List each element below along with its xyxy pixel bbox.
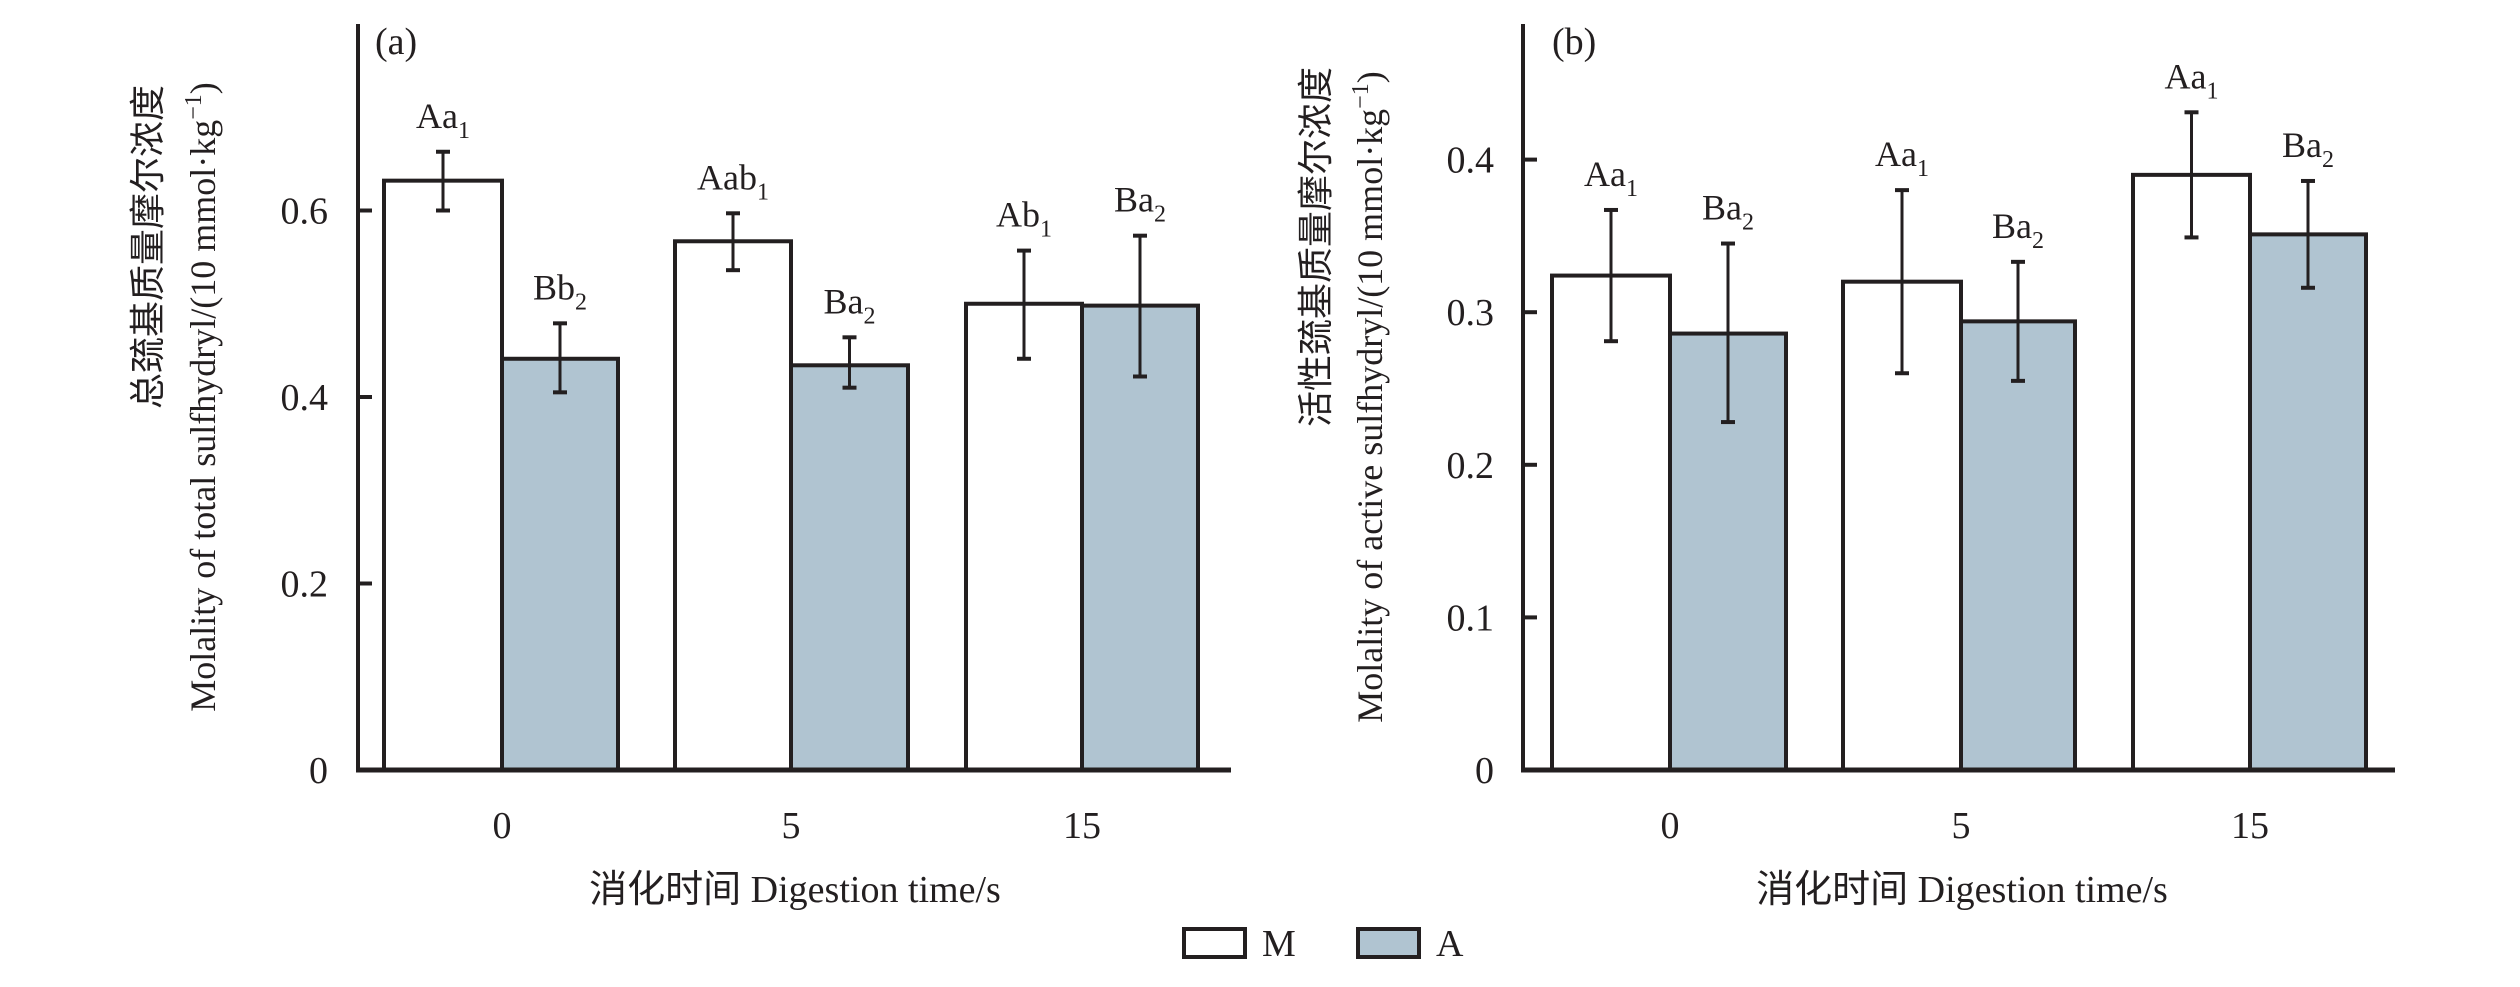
x-tick-label: 15: [1063, 805, 1101, 847]
error-bar: [2301, 178, 2315, 290]
significance-label: Ba2: [1114, 180, 1166, 228]
bar-m-5: [673, 239, 793, 772]
error-bar: [842, 335, 857, 390]
significance-label: Aa1: [2165, 56, 2219, 104]
significance-label: Aa1: [1584, 154, 1638, 202]
y-tick-label: 0.3: [1447, 292, 1495, 334]
error-bar: [1721, 241, 1735, 425]
significance-subscript: 2: [2032, 228, 2044, 254]
x-tick-label: 15: [2231, 805, 2269, 847]
legend-swatch-a: [1356, 927, 1421, 959]
significance-subscript: 1: [1917, 156, 1929, 182]
bar-m-0: [1550, 273, 1672, 772]
y-axis-title-cn: 总巯基质量摩尔浓度: [128, 85, 168, 409]
significance-label: Aa1: [416, 96, 470, 144]
significance-subscript: 1: [458, 118, 470, 144]
legend-label-m: M: [1262, 923, 1296, 965]
error-bar: [726, 211, 740, 273]
significance-label: Bb2: [533, 267, 587, 315]
x-tick-label: 0: [493, 805, 512, 847]
significance-label: Ba2: [2282, 125, 2334, 173]
significance-letters: Ab: [996, 195, 1040, 235]
y-axis-title-en-superscript: −1: [1348, 83, 1374, 109]
significance-letters: Ba: [1114, 180, 1154, 220]
y-axis-title-en-close: ): [1350, 71, 1390, 83]
significance-subscript: 2: [2322, 147, 2334, 173]
significance-label: Ab1: [996, 195, 1052, 243]
bar-a-5: [1959, 319, 2077, 772]
significance-letters: Aa: [416, 96, 458, 136]
y-axis-title-en-main: Molality of active sulfhydryl/(10 mmol·k…: [1350, 109, 1390, 723]
significance-letters: Ba: [2282, 125, 2322, 165]
bar-m-0: [382, 178, 504, 773]
error-bar: [1895, 188, 1909, 376]
y-tick-label: 0: [309, 750, 328, 792]
significance-letters: Aa: [1875, 134, 1917, 174]
panel-label: (b): [1552, 21, 1596, 63]
error-bar: [2011, 259, 2025, 383]
significance-letters: Ba: [1992, 206, 2032, 246]
significance-letters: Aa: [1584, 154, 1626, 194]
y-axis-title-en: Molality of total sulfhydryl/(10 mmol·kg…: [181, 82, 223, 712]
y-tick-label: 0.1: [1447, 597, 1495, 639]
bar-m-15: [2131, 172, 2252, 773]
significance-subscript: 1: [1040, 217, 1052, 243]
significance-letters: Aa: [2165, 56, 2207, 96]
significance-label: Aab1: [697, 157, 769, 205]
y-tick-label: 0.2: [1447, 445, 1495, 487]
x-tick-label: 5: [1952, 805, 1971, 847]
panel-label: (a): [375, 21, 417, 63]
significance-label: Ba2: [1702, 188, 1754, 236]
significance-letters: Ba: [1702, 188, 1742, 228]
x-tick-label: 0: [1661, 805, 1680, 847]
y-axis-title-en: Molality of active sulfhydryl/(10 mmol·k…: [1348, 71, 1390, 722]
x-axis-title: 消化时间 Digestion time/s: [1756, 869, 2168, 911]
y-axis-title-en-superscript: −1: [181, 94, 207, 120]
significance-letters: Bb: [533, 267, 575, 307]
significance-label: Aa1: [1875, 134, 1929, 182]
error-bar: [436, 149, 450, 213]
significance-letters: Aab: [697, 157, 757, 197]
significance-label: Ba2: [824, 281, 876, 329]
x-axis-title: 消化时间 Digestion time/s: [589, 869, 1001, 911]
x-tick-label: 5: [782, 805, 801, 847]
significance-letters: Ba: [824, 281, 864, 321]
significance-subscript: 2: [1154, 202, 1166, 228]
y-axis-title-en-main: Molality of total sulfhydryl/(10 mmol·kg: [183, 120, 223, 712]
significance-subscript: 1: [2206, 78, 2218, 104]
legend-label-a: A: [1436, 923, 1464, 965]
y-tick-label: 0.2: [281, 564, 329, 606]
error-bar: [2184, 110, 2199, 240]
significance-subscript: 2: [864, 303, 876, 329]
error-bar: [1604, 207, 1618, 344]
y-axis-title-cn: 活性巯基质量摩尔浓度: [1296, 67, 1336, 427]
significance-subscript: 1: [1626, 176, 1638, 202]
significance-subscript: 1: [757, 179, 769, 205]
bar-m-15: [964, 301, 1084, 772]
error-bar: [553, 321, 567, 395]
bar-a-15: [2248, 232, 2368, 772]
y-tick-label: 0.6: [281, 191, 329, 233]
y-tick-label: 0: [1475, 750, 1494, 792]
bar-a-0: [500, 356, 620, 772]
y-tick-label: 0.4: [1447, 140, 1495, 182]
significance-label: Ba2: [1992, 206, 2044, 254]
legend-swatch-m: [1182, 927, 1247, 959]
error-bar: [1017, 248, 1031, 361]
legend: M A: [1182, 923, 1464, 965]
significance-subscript: 2: [575, 289, 587, 315]
significance-subscript: 2: [1742, 210, 1754, 236]
y-axis-title-en-close: ): [183, 82, 223, 94]
bar-a-5: [789, 363, 910, 772]
y-tick-label: 0.4: [281, 377, 329, 419]
bar-a-15: [1080, 303, 1200, 772]
error-bar: [1133, 233, 1147, 379]
